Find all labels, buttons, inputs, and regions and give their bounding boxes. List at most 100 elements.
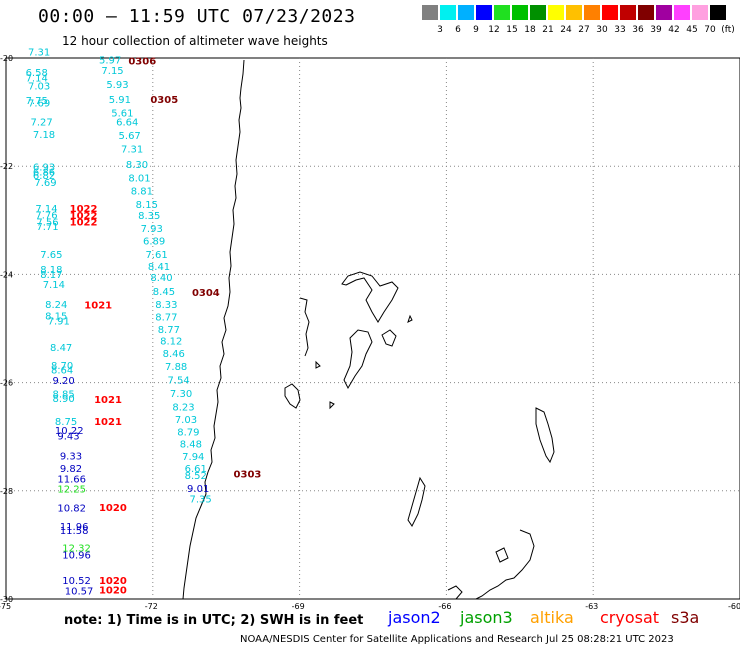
wave-height-value: 7.61: [145, 250, 167, 261]
river-basin: [475, 529, 535, 600]
pass-time-label: 1020: [99, 586, 127, 597]
legend-swatch: [584, 5, 600, 20]
wave-height-value: 8.46: [163, 349, 185, 360]
mission-jason3: jason3: [460, 608, 513, 627]
wave-height-value: 10.22: [55, 426, 84, 437]
wave-height-value: 7.65: [40, 250, 62, 261]
pass-time-label: 0303: [234, 469, 262, 480]
pass-time-label: 1022: [70, 211, 98, 222]
river-basin-2: [495, 547, 509, 563]
wave-height-value: 10.82: [57, 503, 86, 514]
wave-height-value: 8.77: [158, 325, 180, 336]
wave-height-value: 7.30: [170, 389, 192, 400]
wave-height-value: 6.64: [116, 118, 138, 129]
lat-tick-label: -22: [0, 162, 13, 171]
legend-swatch: [656, 5, 672, 20]
legend-swatch: [494, 5, 510, 20]
wave-height-value: 8.81: [131, 186, 153, 197]
legend-swatch: [692, 5, 708, 20]
wave-height-value: 7.71: [36, 222, 58, 233]
legend-swatch: [458, 5, 474, 20]
wave-height-value: 7.88: [165, 362, 187, 373]
wave-height-value: 7.03: [175, 415, 197, 426]
lat-tick-label: -26: [0, 379, 13, 388]
lat-tick-label: -20: [0, 54, 13, 63]
map-frame: [5, 57, 740, 600]
lon-tick-label: -60: [728, 602, 740, 611]
legend-swatch: [512, 5, 528, 20]
legend-label: 45: [686, 25, 698, 35]
legend-label: 3: [437, 25, 443, 35]
legend-swatch: [620, 5, 636, 20]
pass-time-label: 1020: [99, 576, 127, 587]
salar-1: [341, 271, 399, 323]
river-basin-3: [447, 585, 463, 600]
wave-height-value: 8.33: [155, 300, 177, 311]
legend-label: 21: [542, 25, 554, 35]
salar-3: [284, 383, 301, 409]
wave-height-value: 6.61: [185, 464, 207, 475]
wave-height-value: 8.15: [136, 200, 158, 211]
lat-tick-label: -24: [0, 270, 13, 279]
legend-label: 70: [704, 25, 716, 35]
wave-height-value: 9.01: [187, 484, 209, 495]
wave-height-value: 8.01: [128, 173, 150, 184]
wave-height-value: 7.15: [101, 66, 123, 77]
wave-height-value: 8.23: [172, 403, 194, 414]
wave-height-value: 7.91: [48, 317, 70, 328]
salar-5: [535, 407, 555, 464]
wave-height-value: 7.03: [28, 81, 50, 92]
lon-tick-label: -63: [585, 602, 598, 611]
map-title: 00:00 – 11:59 UTC 07/23/2023: [38, 6, 356, 27]
wave-height-value: 9.43: [57, 431, 79, 442]
wave-height-value: 7.54: [167, 376, 189, 387]
wave-height-value: 7.14: [35, 204, 57, 215]
wave-height-value: 6.86: [33, 167, 55, 178]
wave-height-value: 8.75: [55, 417, 77, 428]
wave-height-value: 7.93: [141, 224, 163, 235]
legend-swatch: [476, 5, 492, 20]
wave-height-value: 8.12: [160, 337, 182, 348]
wave-height-value: 7.35: [190, 495, 212, 506]
coastline: [182, 59, 555, 600]
legend-label: 27: [578, 25, 590, 35]
legend-label: 18: [524, 25, 536, 35]
wave-height-value: 6.82: [33, 171, 55, 182]
wave-height-value: 5.67: [119, 131, 141, 142]
legend-label: 24: [560, 25, 572, 35]
lon-tick-label: -69: [292, 602, 305, 611]
legend-unit: (ft): [721, 25, 735, 35]
legend-label: 6: [455, 25, 461, 35]
legend-swatch: [566, 5, 582, 20]
wave-height-value: 7.27: [30, 118, 52, 129]
wave-height-value: 7.76: [35, 211, 57, 222]
wave-height-value: 8.30: [126, 160, 148, 171]
small-islet-3: [315, 360, 321, 369]
wave-height-value: 11.58: [60, 526, 89, 537]
wave-height-value: 8.90: [52, 394, 74, 405]
pass-time-label: 1020: [99, 503, 127, 514]
legend-swatch: [530, 5, 546, 20]
legend-swatch: [710, 5, 726, 20]
wave-height-value: 8.79: [177, 428, 199, 439]
legend-label: 15: [506, 25, 518, 35]
footer-note: note: 1) Time is in UTC; 2) SWH is in fe…: [64, 613, 364, 628]
pass-time-label: 1022: [70, 218, 98, 229]
wave-height-value: 7.14: [43, 280, 65, 291]
wave-height-value: 7.31: [121, 145, 143, 156]
coastline-main: [182, 59, 245, 600]
observations-layer: 7.315.97 03067.156.587.145.937.037.757.69…: [26, 47, 262, 597]
legend-label: 9: [473, 25, 479, 35]
lon-tick-label: -66: [438, 602, 451, 611]
footer-credit: NOAA/NESDIS Center for Satellite Applica…: [240, 634, 674, 645]
mission-altika: altika: [530, 608, 574, 627]
wave-height-value: 8.70: [51, 361, 73, 372]
pass-time-label: 1021: [94, 417, 122, 428]
lon-tick-label: -72: [145, 602, 158, 611]
wave-height-value: 7.69: [28, 99, 50, 110]
pass-time-label: 1021: [94, 395, 122, 406]
wave-height-value: 11.96: [60, 522, 89, 533]
wave-height-value: 8.17: [40, 270, 62, 281]
wave-height-value: 6.89: [143, 237, 165, 248]
